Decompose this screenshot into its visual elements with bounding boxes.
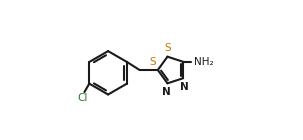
Text: Cl: Cl bbox=[77, 93, 88, 103]
Text: S: S bbox=[164, 43, 171, 53]
Text: N: N bbox=[162, 87, 171, 97]
Text: N: N bbox=[180, 82, 189, 92]
Text: NH₂: NH₂ bbox=[194, 57, 213, 67]
Text: S: S bbox=[149, 57, 155, 66]
